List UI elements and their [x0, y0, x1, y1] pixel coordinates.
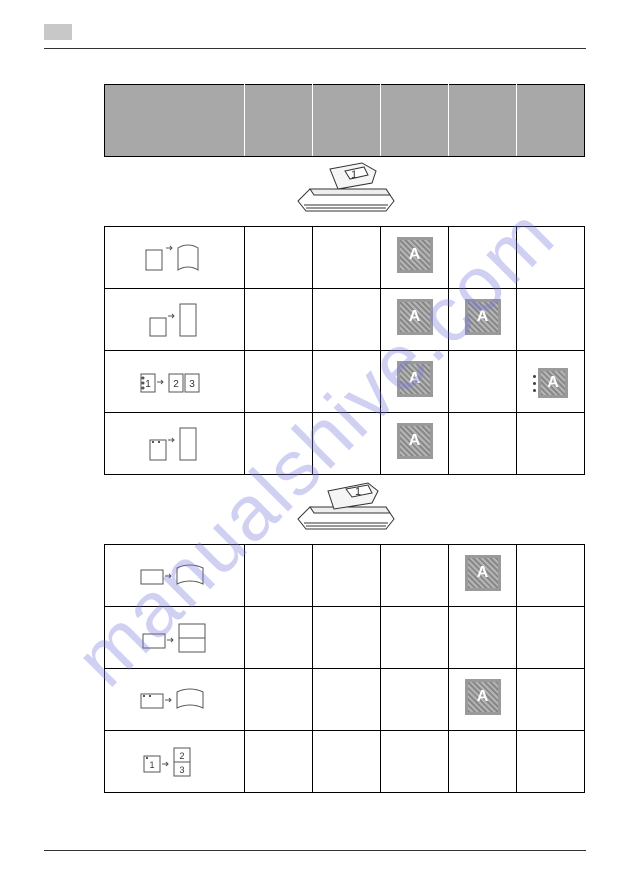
- scanner-section-top: 1: [105, 157, 585, 227]
- table-row: [105, 607, 585, 669]
- scanner-icon: 1: [290, 161, 400, 217]
- two-page-icon: [105, 300, 244, 340]
- row-icon-cell: 1 2 3: [105, 731, 245, 793]
- table-row: [105, 413, 585, 475]
- table-row: 1 2 3: [105, 351, 585, 413]
- table-row: [105, 227, 585, 289]
- page-tab: [44, 24, 72, 40]
- a-icon-holes: [533, 368, 568, 398]
- booklet-1-23-icon: 1 2 3: [105, 742, 244, 782]
- bottom-rule: [44, 850, 586, 851]
- top-rule: [44, 48, 586, 49]
- svg-text:2: 2: [179, 751, 184, 761]
- svg-text:2: 2: [173, 379, 179, 390]
- scanner-section-bottom: 1: [105, 475, 585, 545]
- header-cell: [381, 85, 449, 157]
- landscape-staple-icon: [105, 684, 244, 716]
- header-cell: [517, 85, 585, 157]
- row-icon-cell: [105, 545, 245, 607]
- a-icon: [397, 423, 433, 459]
- svg-text:3: 3: [179, 765, 184, 775]
- header-cell: [449, 85, 517, 157]
- table-row: [105, 669, 585, 731]
- single-fold-icon: [105, 240, 244, 276]
- header-cell: [313, 85, 381, 157]
- table-row: 1 2 3: [105, 731, 585, 793]
- a-icon: [397, 237, 433, 273]
- svg-text:1: 1: [350, 169, 356, 181]
- row-icon-cell: [105, 607, 245, 669]
- a-icon: [465, 555, 501, 591]
- landscape-fold-icon: [105, 560, 244, 592]
- row-icon-cell: [105, 413, 245, 475]
- row-icon-cell: 1 2 3: [105, 351, 245, 413]
- a-icon: [397, 361, 433, 397]
- table-row: [105, 545, 585, 607]
- row-icon-cell: [105, 289, 245, 351]
- landscape-two-icon: [105, 620, 244, 656]
- a-icon: [465, 299, 501, 335]
- main-table: 1: [104, 84, 584, 793]
- scanner-icon: 1: [290, 479, 400, 535]
- svg-text:3: 3: [189, 379, 195, 390]
- booklet-123-icon: 1 2 3: [105, 364, 244, 400]
- svg-text:1: 1: [354, 486, 360, 498]
- svg-text:1: 1: [149, 760, 154, 770]
- header-cell: [245, 85, 313, 157]
- staple-page-icon: [105, 424, 244, 464]
- a-icon: [465, 679, 501, 715]
- svg-text:1: 1: [145, 379, 151, 390]
- a-icon: [397, 299, 433, 335]
- row-icon-cell: [105, 669, 245, 731]
- table-header: [105, 85, 585, 157]
- table-row: [105, 289, 585, 351]
- header-cell: [105, 85, 245, 157]
- row-icon-cell: [105, 227, 245, 289]
